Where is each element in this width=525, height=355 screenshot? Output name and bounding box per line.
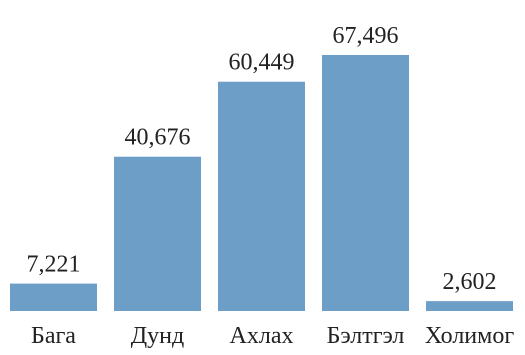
bar-1 xyxy=(10,283,97,311)
value-label-4: 67,496 xyxy=(333,23,399,49)
value-label-3: 60,449 xyxy=(229,50,295,76)
category-label-5: Холимог xyxy=(425,323,515,349)
category-label-1: Бага xyxy=(31,323,76,349)
value-label-1: 7,221 xyxy=(27,252,81,278)
bar-4 xyxy=(322,55,409,311)
bar-2 xyxy=(114,156,201,311)
value-label-5: 2,602 xyxy=(443,269,497,295)
value-label-2: 40,676 xyxy=(125,125,191,151)
category-label-4: Бэлтгэл xyxy=(327,323,405,349)
category-label-3: Ахлах xyxy=(230,323,294,349)
bar-3 xyxy=(218,81,305,311)
bar-5 xyxy=(426,301,513,311)
category-label-2: Дунд xyxy=(131,323,184,349)
